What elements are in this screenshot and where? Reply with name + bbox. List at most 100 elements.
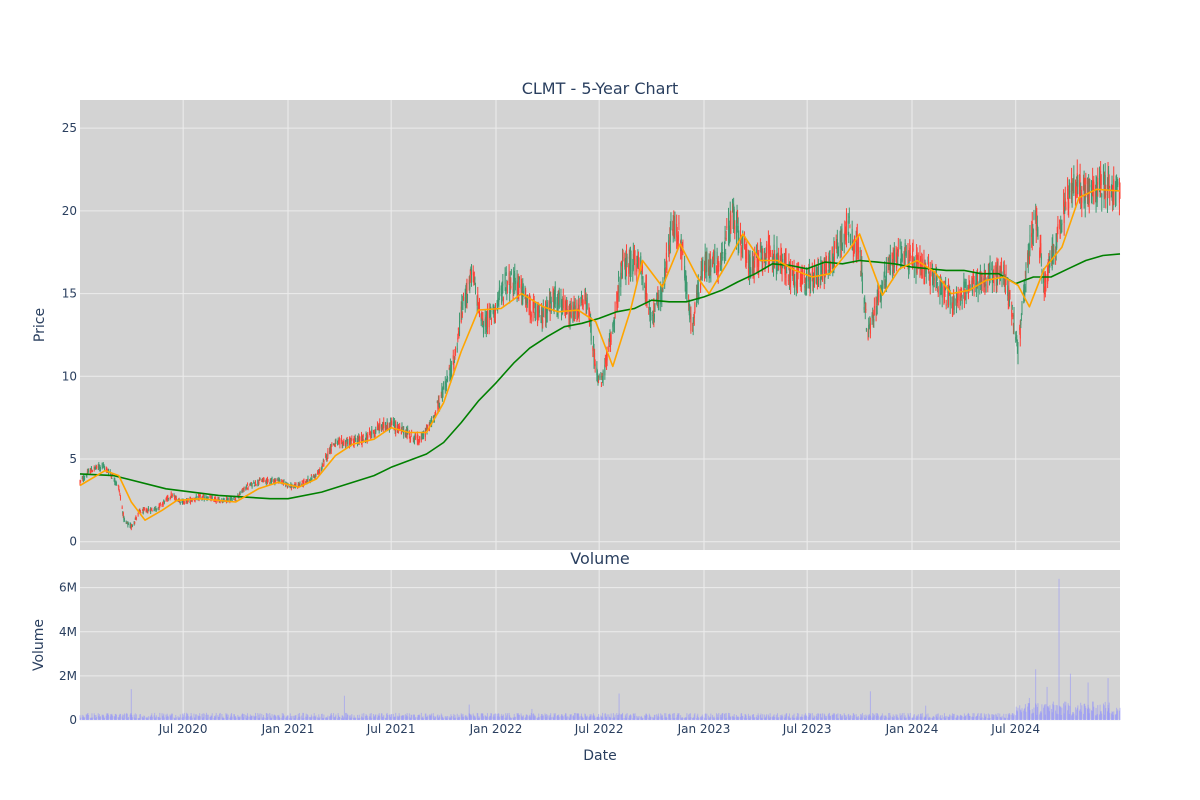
volume-bar: [581, 716, 583, 720]
candle-body: [1059, 220, 1061, 223]
volume-bar: [376, 717, 378, 720]
volume-bar: [379, 715, 381, 720]
candle-body: [414, 438, 416, 441]
candle-body: [395, 424, 397, 432]
volume-bar: [422, 716, 424, 720]
volume-bar: [94, 718, 96, 720]
volume-bar: [149, 716, 151, 720]
candle-body: [791, 266, 793, 269]
volume-bar: [1043, 705, 1045, 720]
candle-body: [758, 256, 760, 267]
volume-bar: [909, 716, 911, 720]
date-tick-label: Jan 2022: [469, 722, 523, 736]
candle-body: [429, 422, 431, 426]
candle-body: [556, 302, 558, 308]
volume-bar: [349, 717, 351, 720]
candle-body: [805, 279, 807, 282]
volume-bar: [836, 714, 838, 720]
candle-body: [693, 320, 695, 322]
volume-bar: [444, 716, 446, 720]
candle-body: [887, 265, 889, 267]
candle-body: [174, 497, 176, 500]
volume-bar: [427, 715, 429, 720]
candle-body: [417, 441, 419, 443]
candle-body: [769, 247, 771, 249]
volume-bar: [278, 714, 280, 720]
volume-bar: [207, 714, 209, 720]
volume-bar: [493, 713, 495, 720]
candle-body: [134, 518, 136, 520]
volume-bar: [353, 717, 355, 720]
volume-bar: [269, 715, 271, 720]
volume-bar: [187, 715, 189, 720]
candle-body: [443, 386, 445, 390]
volume-bar: [397, 717, 399, 720]
candle-body: [769, 243, 771, 255]
candle-body: [653, 314, 655, 319]
volume-bar: [1016, 711, 1018, 720]
volume-bar: [953, 713, 955, 720]
volume-bar: [275, 716, 277, 720]
candle-body: [676, 232, 678, 247]
candle-body: [649, 307, 651, 322]
candle-body: [875, 296, 877, 316]
candle-body: [321, 464, 323, 468]
candle-body: [817, 263, 819, 285]
volume-bar: [733, 714, 735, 720]
volume-bar: [221, 714, 223, 720]
candle-body: [1033, 213, 1035, 220]
volume-bar: [769, 718, 771, 720]
volume-bar: [788, 717, 790, 720]
volume-bar: [133, 714, 135, 720]
candle-body: [185, 499, 187, 503]
volume-bar: [917, 715, 919, 720]
candle-body: [460, 306, 462, 322]
volume-bar: [182, 713, 184, 720]
volume-bar: [359, 718, 361, 720]
volume-bar: [1032, 712, 1034, 720]
volume-bar: [916, 715, 918, 720]
volume-bar: [560, 716, 562, 720]
candle-body: [470, 266, 472, 270]
volume-bar: [916, 716, 918, 720]
volume-bar: [840, 715, 842, 720]
volume-bar: [552, 716, 554, 720]
volume-bar: [881, 713, 883, 720]
candle-body: [322, 464, 324, 467]
volume-bar: [557, 715, 559, 720]
candle-body: [354, 437, 356, 439]
volume-bar: [636, 718, 638, 720]
candle-body: [598, 378, 600, 380]
candle-body: [313, 475, 315, 477]
volume-tick-label: 4M: [59, 625, 77, 639]
candle-body: [991, 268, 993, 270]
candle-body: [572, 308, 574, 322]
candle-body: [1012, 314, 1014, 317]
volume-bar: [972, 713, 974, 720]
candle-body: [318, 471, 320, 475]
candle-body: [357, 438, 359, 444]
volume-bar: [991, 714, 993, 720]
volume-bar: [1044, 714, 1046, 720]
candle-body: [656, 298, 658, 301]
volume-bar: [402, 715, 404, 720]
volume-bar: [961, 715, 963, 720]
volume-bar: [816, 714, 818, 720]
candle-body: [369, 434, 371, 436]
candle-body: [318, 469, 320, 472]
volume-bar: [195, 714, 197, 720]
candle-body: [253, 485, 255, 487]
volume-bar: [957, 715, 959, 720]
volume-bar: [613, 716, 615, 720]
volume-bar: [820, 713, 822, 720]
candle-body: [536, 309, 538, 313]
candle-body: [1067, 188, 1069, 191]
candle-body: [919, 254, 921, 278]
candle-body: [378, 426, 380, 430]
candle-body: [638, 258, 640, 268]
volume-bar: [98, 714, 100, 720]
volume-bar: [195, 714, 197, 720]
volume-bar: [629, 715, 631, 720]
candle-body: [86, 475, 88, 477]
volume-bar: [852, 713, 854, 720]
